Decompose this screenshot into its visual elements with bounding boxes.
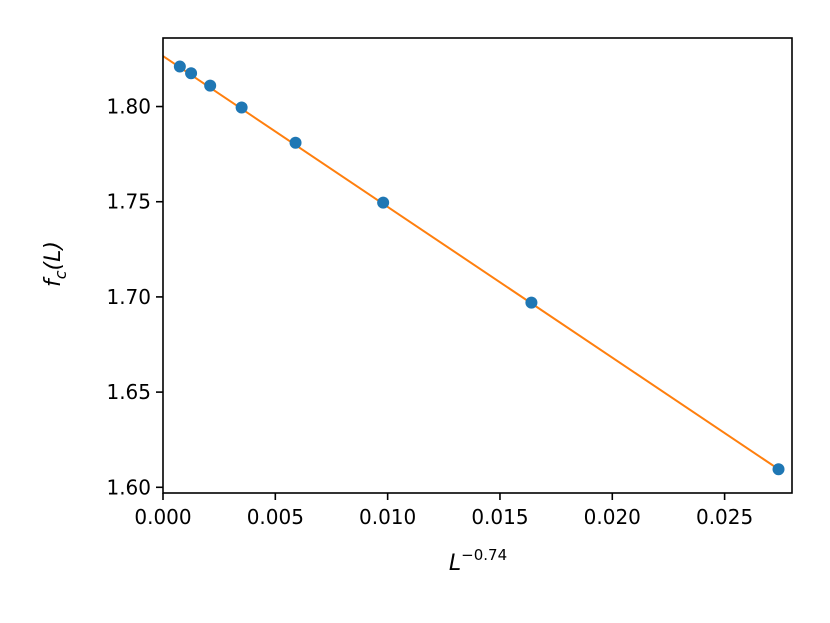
y-tick-label-1: 1.60 <box>106 475 151 499</box>
x-axis-label: L−0.74 <box>449 546 507 576</box>
plot-content <box>163 55 785 476</box>
axes-frame <box>162 37 793 494</box>
y-tick-label-5: 1.80 <box>106 95 151 119</box>
x-tick-label-2: 0.005 <box>247 505 304 529</box>
data-point-7 <box>525 296 538 309</box>
data-point-8 <box>772 463 785 476</box>
fit-line <box>163 55 780 471</box>
y-axis-label-subscript: c <box>51 270 70 279</box>
y-axis-label: fc(L) <box>41 241 70 287</box>
x-tick-label-5: 0.020 <box>584 505 641 529</box>
x-tick-label-6: 0.025 <box>696 505 753 529</box>
data-point-1 <box>173 60 186 73</box>
x-axis-label-base: L <box>449 551 461 576</box>
x-axis-label-exponent: −0.74 <box>461 546 507 564</box>
y-axis-label-suffix: (L) <box>41 241 66 270</box>
data-point-6 <box>377 196 390 209</box>
data-point-3 <box>204 79 217 92</box>
data-point-4 <box>235 101 248 114</box>
data-point-2 <box>185 67 198 80</box>
axes: 0.000 0.005 0.010 0.015 0.020 0.025 1.60 1.65 1.… <box>106 37 793 529</box>
data-point-5 <box>289 136 302 149</box>
plot-area <box>163 55 785 476</box>
y-axis-label-prefix: f <box>41 276 66 287</box>
x-tick-label-3: 0.010 <box>359 505 416 529</box>
x-tick-label-1: 0.000 <box>134 505 191 529</box>
y-tick-label-3: 1.70 <box>106 285 151 309</box>
y-tick-label-2: 1.65 <box>106 380 151 404</box>
y-tick-label-4: 1.75 <box>106 190 151 214</box>
x-tick-label-4: 0.015 <box>471 505 528 529</box>
